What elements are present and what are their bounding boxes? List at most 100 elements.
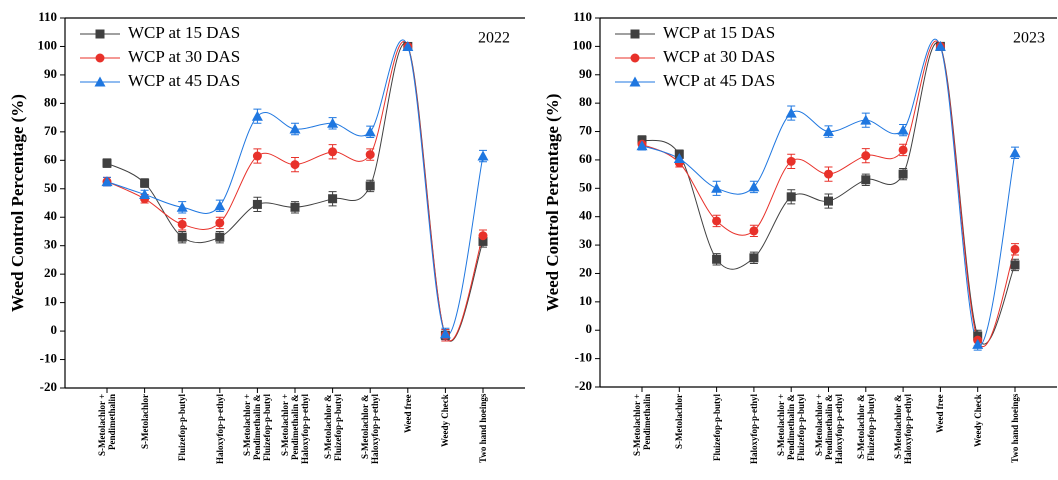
marker (785, 107, 797, 118)
x-tick-label: S-Metolachlor & Haloxyfop-p-ethyl (893, 394, 914, 465)
legend-marker (629, 76, 641, 87)
x-tick-label: S-Metolachlor + Pendimethalin (97, 394, 117, 457)
marker (860, 114, 872, 125)
legend-marker (95, 29, 105, 39)
y-tick-label: 20 (579, 264, 592, 279)
marker (861, 175, 871, 185)
y-tick-label: 90 (44, 66, 57, 81)
x-tick-label: S-Metolachlor + Pendimethalin & Haloxyfo… (813, 394, 844, 465)
y-tick-label: 30 (44, 237, 57, 252)
marker (673, 153, 685, 164)
marker (749, 253, 759, 263)
marker (139, 188, 151, 199)
marker (972, 338, 984, 349)
marker (364, 126, 376, 137)
x-tick-label: Haloxyfop-p-ethyl (748, 394, 759, 465)
marker (712, 216, 722, 226)
legend-label: WCP at 15 DAS (128, 23, 240, 42)
annotation: 2022 (478, 30, 510, 47)
y-tick-label: 30 (579, 236, 592, 251)
y-tick-label: 60 (44, 151, 57, 166)
marker (861, 151, 871, 161)
x-tick-label: Weedy Check (972, 394, 983, 447)
legend-marker (630, 29, 640, 39)
annotation: 2023 (1013, 30, 1045, 47)
y-tick-label: -10 (40, 351, 57, 366)
marker (823, 126, 834, 137)
y-tick-label: -20 (575, 378, 592, 393)
y-tick-label: 80 (579, 94, 592, 109)
y-tick-label: 50 (44, 180, 57, 195)
x-tick-label: Weedy Check (440, 394, 451, 447)
legend-label: WCP at 45 DAS (128, 71, 240, 90)
x-tick-label: Two hand hoeings (478, 394, 488, 464)
marker (478, 236, 488, 246)
legend-label: WCP at 45 DAS (663, 71, 775, 90)
y-tick-label: 10 (579, 293, 592, 308)
x-tick-label: S-Metolachlor + Pendimethalin & Fluizefo… (776, 394, 807, 462)
x-tick-label: Haloxyfop-p-ethyl (214, 394, 225, 465)
marker (140, 178, 150, 188)
y-tick-label: 100 (38, 37, 58, 52)
marker (748, 181, 760, 192)
marker (711, 182, 723, 193)
marker (176, 201, 188, 212)
marker (177, 219, 187, 229)
legend-marker (94, 76, 106, 87)
marker (1010, 244, 1020, 254)
y-tick-label: 0 (586, 321, 593, 336)
y-tick-label: 110 (573, 9, 592, 24)
marker (898, 145, 908, 155)
marker (290, 160, 300, 170)
marker (102, 158, 112, 168)
x-tick-label: S-Metolachlor (674, 394, 685, 449)
marker (712, 254, 722, 264)
legend-label: WCP at 30 DAS (128, 47, 240, 66)
marker (1010, 260, 1020, 270)
marker (215, 218, 225, 228)
marker (365, 181, 375, 191)
y-tick-label: 70 (44, 123, 57, 138)
y-tick-label: -10 (575, 350, 592, 365)
marker (786, 156, 796, 166)
y-tick-label: 80 (44, 94, 57, 109)
x-tick-label: S-Metolachlor (139, 394, 150, 449)
y-tick-label: 50 (579, 179, 592, 194)
legend-label: WCP at 15 DAS (663, 23, 775, 42)
x-tick-label: Weed free (402, 394, 413, 433)
marker (252, 199, 262, 209)
y-tick-label: 10 (44, 294, 57, 309)
legend-marker (95, 53, 105, 63)
y-tick-label: 110 (38, 9, 57, 24)
marker (214, 200, 226, 211)
marker (251, 110, 263, 121)
marker (477, 150, 489, 161)
x-tick-label: S-Metolachlor & Fluizefop-p-butyl (855, 394, 876, 462)
marker (365, 150, 375, 160)
marker (327, 117, 339, 128)
x-tick-label: Weed free (935, 394, 946, 433)
y-tick-label: 40 (579, 208, 592, 223)
x-tick-label: S-Metolachlor + Pendimethalin & Fluizefo… (242, 394, 273, 462)
y-tick-label: 60 (579, 151, 592, 166)
y-tick-label: 70 (579, 123, 592, 138)
chart-0: -20 -10 0 10 20 30 40 50 60 70 80 90 100 110 Weed Cont… (8, 9, 525, 394)
x-tick-label: S-Metolachlor & Haloxyfop-p-ethyl (360, 394, 381, 465)
marker (290, 202, 300, 212)
marker (101, 176, 113, 187)
x-tick-label: Two hand hoeings (1010, 394, 1020, 464)
y-axis-label: Weed Control Percentage (%) (8, 94, 27, 312)
marker (824, 169, 833, 179)
marker (636, 140, 648, 151)
legend-marker (630, 53, 640, 63)
x-tick-label: S-Metolachlor + Pendimethalin (632, 394, 652, 457)
y-axis-label: Weed Control Percentage (%) (543, 94, 562, 312)
y-tick-label: -20 (40, 379, 57, 394)
y-tick-label: 0 (51, 322, 58, 337)
marker (402, 40, 414, 51)
marker (328, 147, 338, 157)
y-tick-label: 90 (579, 66, 592, 81)
y-tick-label: 100 (573, 37, 593, 52)
